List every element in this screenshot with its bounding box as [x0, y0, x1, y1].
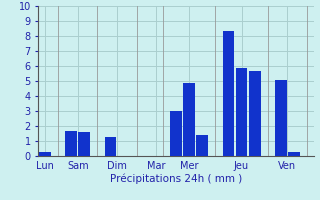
Bar	[39, 152, 51, 156]
Bar	[236, 68, 247, 156]
Bar	[183, 82, 195, 156]
Bar	[196, 135, 208, 156]
Bar	[78, 132, 90, 156]
Bar	[105, 137, 116, 156]
Bar	[222, 31, 234, 156]
Bar	[65, 130, 77, 156]
Bar	[275, 79, 287, 156]
Bar	[288, 152, 300, 156]
Bar	[170, 111, 182, 156]
Bar	[249, 71, 260, 156]
X-axis label: Précipitations 24h ( mm ): Précipitations 24h ( mm )	[110, 174, 242, 184]
